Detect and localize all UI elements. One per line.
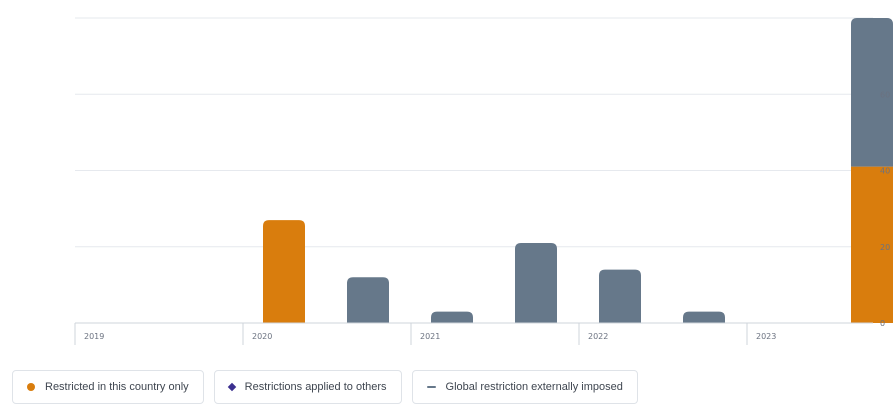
x-tick-label: 2023	[756, 332, 776, 341]
legend-label: Global restriction externally imposed	[445, 381, 623, 393]
bar-global-segment	[599, 269, 641, 323]
bar-global-segment	[431, 311, 473, 323]
x-tick-label: 2022	[588, 332, 608, 341]
y-tick-label: 0	[880, 319, 885, 328]
x-tick-label: 2020	[252, 332, 272, 341]
grid	[75, 17, 873, 248]
chart: 2019 2020 2021 2022 2023 60 40 20 0	[74, 17, 893, 345]
legend-dash-icon	[426, 386, 436, 388]
bar-global-segment	[851, 18, 893, 167]
y-tick-label: 40	[880, 167, 890, 176]
legend-dot-icon	[27, 383, 35, 391]
bar-restricted-segment	[263, 220, 305, 323]
legend-item-others[interactable]: Restrictions applied to others	[213, 370, 402, 404]
y-tick-label: 60	[880, 90, 890, 99]
bar-global-segment	[683, 311, 725, 323]
y-tick-label: 20	[880, 243, 890, 252]
legend-label: Restricted in this country only	[45, 381, 189, 393]
legend: Restricted in this country only Restrict…	[12, 370, 638, 406]
bar-restricted-segment	[851, 166, 893, 323]
y-axis: 60 40 20 0	[880, 90, 890, 328]
legend-label: Restrictions applied to others	[244, 381, 387, 393]
x-tick-label: 2021	[420, 332, 440, 341]
x-tick-label: 2019	[84, 332, 104, 341]
legend-item-restricted[interactable]: Restricted in this country only	[12, 370, 204, 404]
bar-global-segment	[515, 242, 557, 323]
bar-chart: 2019 2020 2021 2022 2023 60 40 20 0	[74, 17, 893, 345]
bars	[263, 18, 893, 323]
legend-item-global[interactable]: Global restriction externally imposed	[411, 370, 638, 404]
x-axis: 2019 2020 2021 2022 2023	[74, 322, 873, 345]
bar-global-segment	[347, 277, 389, 323]
legend-diamond-icon	[227, 382, 236, 392]
